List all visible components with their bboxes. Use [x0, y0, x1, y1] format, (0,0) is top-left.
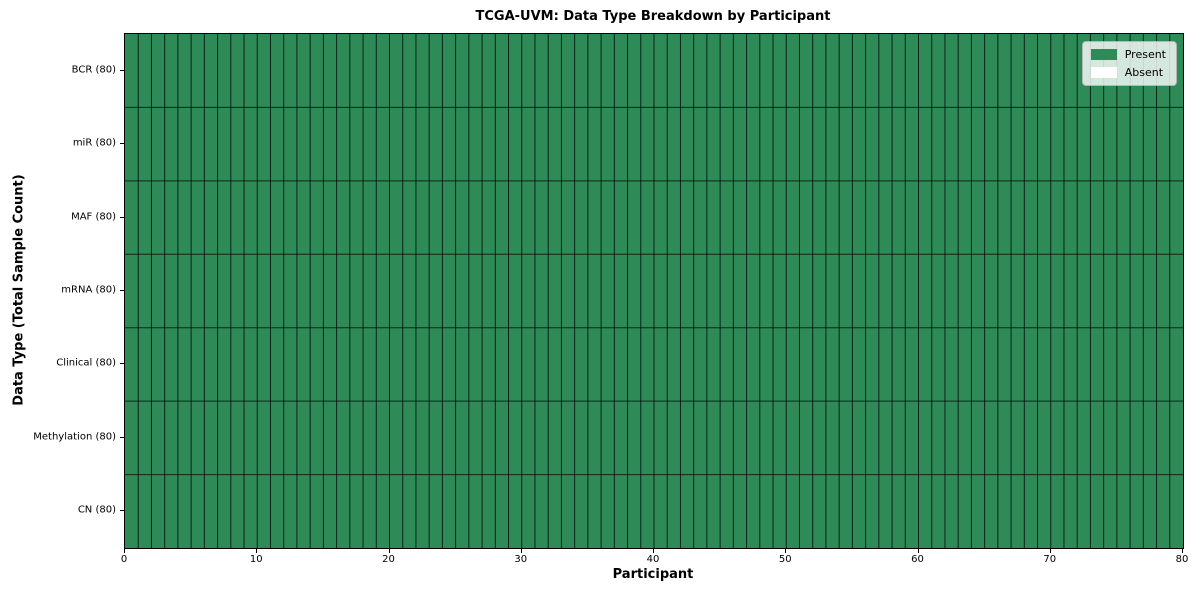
legend: Present Absent	[1081, 41, 1177, 86]
y-tick-label: mRNA (80)	[61, 284, 116, 296]
y-tick-mark	[120, 217, 124, 218]
y-tick-label: BCR (80)	[71, 64, 116, 76]
x-tick-mark	[918, 549, 919, 553]
heatmap-grid	[125, 34, 1183, 548]
x-tick-mark	[256, 549, 257, 553]
x-tick-label: 10	[249, 554, 263, 565]
x-tick-mark	[785, 549, 786, 553]
y-tick-mark	[120, 290, 124, 291]
x-tick-mark	[521, 549, 522, 553]
x-tick-label: 20	[382, 554, 395, 565]
y-tick-label: MAF (80)	[71, 211, 116, 223]
y-tick-label: miR (80)	[72, 137, 116, 149]
y-tick-mark	[120, 143, 124, 144]
x-tick-mark	[653, 549, 654, 553]
x-tick-mark	[124, 549, 125, 553]
plot-area: Present Absent	[124, 33, 1184, 549]
absent-swatch-icon	[1090, 67, 1117, 78]
y-tick-label: Clinical (80)	[56, 357, 116, 369]
legend-entry-absent: Absent	[1090, 66, 1166, 79]
y-tick-mark	[120, 510, 124, 511]
x-tick-label: 50	[778, 554, 792, 565]
y-tick-label: CN (80)	[77, 504, 116, 516]
legend-entry-present: Present	[1090, 48, 1166, 61]
x-tick-label: 60	[911, 554, 924, 565]
x-tick-label: 40	[646, 554, 660, 565]
x-tick-label: 0	[120, 554, 128, 565]
present-swatch-icon	[1090, 49, 1117, 60]
legend-label-absent: Absent	[1124, 66, 1164, 79]
x-tick-mark	[389, 549, 390, 553]
y-tick-label: Methylation (80)	[33, 431, 116, 443]
x-tick-label: 70	[1043, 554, 1057, 565]
chart-title: TCGA-UVM: Data Type Breakdown by Partici…	[475, 9, 831, 24]
y-tick-mark	[120, 437, 124, 438]
x-tick-label: 30	[514, 554, 528, 565]
legend-label-present: Present	[1124, 48, 1166, 61]
x-tick-mark	[1182, 549, 1183, 553]
y-tick-mark	[120, 70, 124, 71]
x-axis-label: Participant	[612, 567, 694, 582]
y-tick-mark	[120, 363, 124, 364]
x-tick-mark	[1050, 549, 1051, 553]
x-tick-label: 80	[1175, 554, 1189, 565]
